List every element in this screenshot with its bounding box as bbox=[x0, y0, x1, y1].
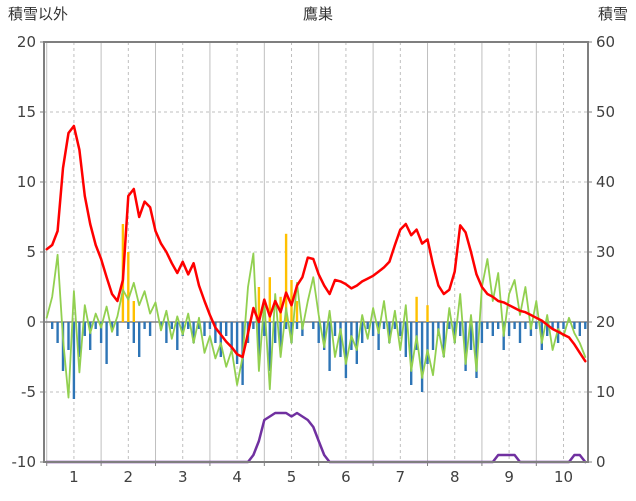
svg-text:4: 4 bbox=[232, 468, 242, 486]
svg-text:0: 0 bbox=[596, 453, 606, 471]
svg-text:10: 10 bbox=[596, 383, 615, 401]
purple-line bbox=[45, 411, 587, 464]
svg-text:8: 8 bbox=[450, 468, 460, 486]
svg-text:20: 20 bbox=[596, 313, 615, 331]
plot-border bbox=[43, 41, 589, 463]
svg-text:5: 5 bbox=[26, 243, 36, 261]
svg-text:6: 6 bbox=[341, 468, 351, 486]
svg-text:7: 7 bbox=[396, 468, 406, 486]
left-axis-ticks: 20 15 10 5 0 -5 -10 bbox=[12, 33, 37, 471]
svg-text:10: 10 bbox=[554, 468, 573, 486]
svg-text:-10: -10 bbox=[12, 453, 37, 471]
green-line bbox=[45, 252, 587, 399]
gridlines bbox=[44, 42, 588, 462]
x-axis-ticks: 1 2 3 4 5 6 7 8 9 10 bbox=[69, 468, 573, 486]
svg-text:-5: -5 bbox=[21, 383, 36, 401]
svg-text:2: 2 bbox=[124, 468, 134, 486]
svg-text:5: 5 bbox=[287, 468, 297, 486]
svg-text:9: 9 bbox=[504, 468, 514, 486]
right-axis-ticks: 60 50 40 30 20 10 0 bbox=[596, 33, 615, 471]
svg-text:30: 30 bbox=[596, 243, 615, 261]
svg-text:50: 50 bbox=[596, 103, 615, 121]
svg-text:0: 0 bbox=[26, 313, 36, 331]
svg-text:1: 1 bbox=[69, 468, 79, 486]
svg-text:60: 60 bbox=[596, 33, 615, 51]
right-axis-title: 積雪 bbox=[597, 5, 628, 23]
svg-text:40: 40 bbox=[596, 173, 615, 191]
svg-text:3: 3 bbox=[178, 468, 188, 486]
svg-text:10: 10 bbox=[17, 173, 36, 191]
svg-text:15: 15 bbox=[17, 103, 36, 121]
svg-text:20: 20 bbox=[17, 33, 36, 51]
left-axis-title: 積雪以外 bbox=[8, 5, 69, 23]
red-line bbox=[45, 124, 587, 363]
chart-title: 鷹巣 bbox=[302, 5, 333, 23]
